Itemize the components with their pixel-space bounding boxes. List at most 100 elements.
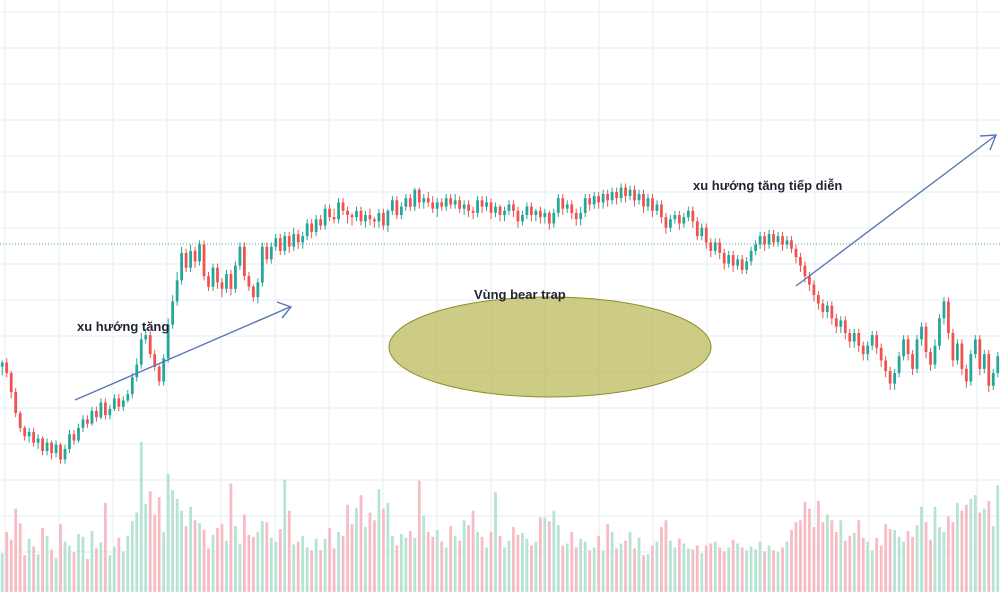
volume-bar	[848, 535, 852, 592]
volume-bar	[364, 527, 367, 592]
volume-bar	[480, 536, 484, 592]
candle-body	[485, 202, 488, 207]
candle	[18, 411, 22, 433]
candle	[323, 204, 327, 230]
candle-body	[296, 234, 300, 243]
volume-bar	[870, 550, 874, 592]
volume-bar	[906, 530, 910, 592]
candle-body	[377, 212, 381, 222]
candle-body	[565, 204, 569, 209]
bear-trap-zone	[388, 296, 712, 398]
candle-body	[942, 301, 946, 319]
volume-bar	[471, 510, 475, 592]
volume-bar	[287, 510, 291, 592]
candle	[81, 415, 85, 433]
candle	[839, 316, 843, 334]
candle	[346, 206, 349, 224]
candle-body	[978, 339, 982, 369]
candle-body	[305, 223, 309, 237]
volume-bar	[673, 547, 677, 592]
candle-body	[202, 244, 206, 277]
candle-body	[373, 219, 376, 222]
candle-body	[592, 196, 596, 205]
volume-bar	[938, 527, 941, 592]
candle-body	[23, 427, 27, 437]
candle-body	[480, 200, 484, 207]
candle-body	[651, 198, 654, 211]
volume-bar	[588, 550, 592, 592]
candle	[821, 299, 825, 319]
volume-bar	[516, 534, 520, 592]
candle	[785, 236, 789, 249]
candle	[292, 227, 296, 251]
candle-body	[90, 411, 94, 424]
candle-body	[624, 187, 627, 197]
candle	[704, 223, 708, 249]
candle	[350, 212, 354, 226]
volume-bar	[144, 503, 148, 592]
candle	[130, 373, 134, 399]
volume-bar	[274, 541, 278, 592]
candle-body	[292, 234, 296, 247]
candle	[767, 229, 771, 249]
candle	[211, 263, 215, 291]
candle-body	[673, 215, 677, 220]
volume-bar	[633, 548, 636, 592]
volume-bar	[803, 501, 807, 592]
candle	[677, 210, 681, 230]
candle-body	[108, 408, 112, 416]
volume-bar	[749, 546, 753, 592]
candle	[879, 343, 883, 367]
candle	[866, 341, 870, 361]
candle	[530, 202, 533, 222]
candle-body	[350, 215, 354, 218]
candle	[565, 200, 569, 213]
candle-body	[790, 240, 793, 249]
volume-bar	[431, 536, 435, 592]
volume-bar	[763, 551, 766, 592]
candle	[234, 261, 237, 293]
candle-body	[722, 252, 726, 264]
volume-bar	[341, 535, 345, 592]
candle-body	[50, 442, 53, 454]
candle-body	[162, 358, 166, 382]
candle-body	[633, 189, 636, 201]
volume-bar	[570, 531, 574, 592]
volume-bar	[978, 512, 982, 592]
candle-body	[991, 373, 995, 386]
volume-bar	[41, 528, 44, 592]
candle	[642, 189, 645, 213]
candle-body	[839, 320, 843, 327]
volume-bar	[655, 541, 659, 592]
candle	[736, 255, 740, 270]
candle-body	[929, 352, 932, 365]
candle	[417, 187, 421, 209]
candle-body	[18, 413, 22, 428]
candle	[695, 217, 699, 241]
candle-body	[471, 210, 475, 213]
candle	[180, 246, 184, 285]
volume-bar	[740, 547, 744, 592]
candle-body	[54, 444, 58, 454]
candle-body	[260, 246, 264, 283]
volume-bar	[81, 536, 85, 592]
volume-bar	[0, 553, 4, 592]
candle-body	[68, 434, 71, 449]
candle	[713, 238, 717, 256]
volume-bar	[175, 499, 179, 592]
candle	[686, 206, 690, 222]
candle-body	[601, 193, 605, 203]
candle-body	[440, 202, 444, 207]
candle-body	[63, 448, 67, 460]
candle-body	[265, 246, 269, 260]
volume-bar	[530, 545, 533, 592]
candle	[229, 269, 233, 296]
candle	[269, 242, 273, 264]
candle-body	[547, 212, 551, 224]
candle	[843, 316, 847, 340]
volume-bar	[99, 542, 103, 592]
volume-bar	[476, 531, 479, 592]
candle	[59, 442, 62, 464]
candle	[54, 440, 58, 458]
candle-body	[996, 356, 1000, 374]
